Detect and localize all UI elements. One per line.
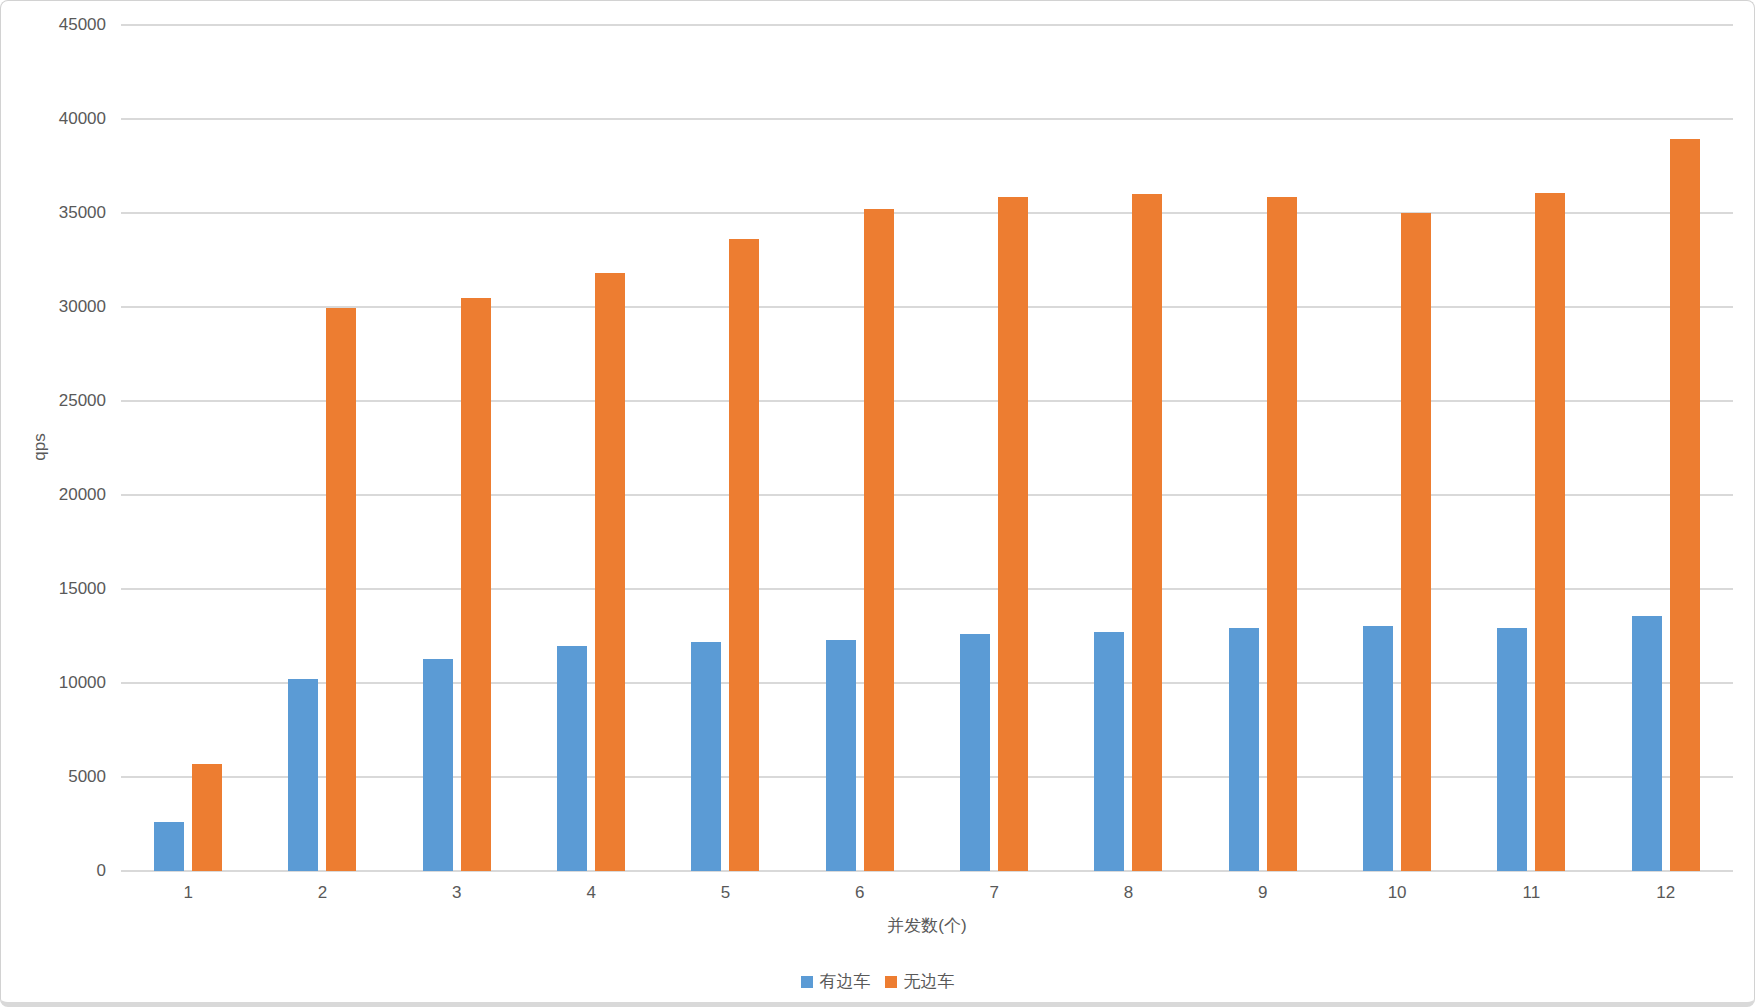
bar-series2-cat10: [1401, 213, 1431, 871]
x-tick-label-1: 1: [121, 883, 255, 903]
series1-swatch-icon: [801, 976, 813, 988]
category-group-2: [255, 25, 389, 871]
x-tick-label-6: 6: [793, 883, 927, 903]
bar-series2-cat5: [729, 239, 759, 871]
legend-label-series2: 无边车: [904, 970, 955, 993]
series2-swatch-icon: [885, 976, 897, 988]
category-group-11: [1464, 25, 1598, 871]
y-tick-label-40000: 40000: [1, 108, 106, 130]
x-axis-title: 并发数(个): [121, 914, 1733, 937]
chart-canvas: 0 5000 10000 15000 20000 25000 30000 35000 40000…: [0, 0, 1755, 1007]
x-tick-label-7: 7: [927, 883, 1061, 903]
bar-series1-cat2: [288, 679, 318, 871]
legend: 有边车 无边车: [1, 970, 1754, 993]
bar-series2-cat6: [864, 209, 894, 871]
legend-item-series1: 有边车: [801, 970, 871, 993]
y-axis-title: qps: [30, 433, 50, 460]
x-tick-label-3: 3: [390, 883, 524, 903]
category-group-5: [658, 25, 792, 871]
bar-series1-cat11: [1497, 628, 1527, 871]
bar-series1-cat3: [423, 659, 453, 871]
bar-series2-cat12: [1670, 139, 1700, 871]
category-group-7: [927, 25, 1061, 871]
bar-series1-cat5: [691, 642, 721, 871]
bar-series2-cat2: [326, 308, 356, 871]
x-tick-label-4: 4: [524, 883, 658, 903]
bar-series2-cat1: [192, 764, 222, 871]
plot-area: [121, 25, 1733, 871]
y-tick-label-35000: 35000: [1, 202, 106, 224]
bar-series1-cat10: [1363, 626, 1393, 871]
x-tick-label-5: 5: [658, 883, 792, 903]
category-group-4: [524, 25, 658, 871]
y-tick-label-0: 0: [1, 860, 106, 882]
x-tick-label-10: 10: [1330, 883, 1464, 903]
bar-series2-cat7: [998, 197, 1028, 871]
bar-series2-cat9: [1267, 197, 1297, 871]
y-tick-label-45000: 45000: [1, 14, 106, 36]
y-tick-label-15000: 15000: [1, 578, 106, 600]
category-group-1: [121, 25, 255, 871]
y-tick-label-25000: 25000: [1, 390, 106, 412]
y-tick-label-20000: 20000: [1, 484, 106, 506]
legend-item-series2: 无边车: [885, 970, 955, 993]
bar-series1-cat1: [154, 822, 184, 871]
y-tick-label-10000: 10000: [1, 672, 106, 694]
legend-label-series1: 有边车: [820, 970, 871, 993]
bar-series1-cat9: [1229, 628, 1259, 871]
x-tick-label-11: 11: [1464, 883, 1598, 903]
x-axis-labels: 123456789101112: [121, 883, 1733, 903]
bar-series1-cat7: [960, 634, 990, 871]
bar-series2-cat8: [1132, 194, 1162, 871]
y-tick-label-30000: 30000: [1, 296, 106, 318]
bar-series2-cat11: [1535, 193, 1565, 871]
x-tick-label-12: 12: [1599, 883, 1733, 903]
bar-series1-cat4: [557, 646, 587, 871]
category-group-9: [1196, 25, 1330, 871]
category-group-6: [793, 25, 927, 871]
bar-series2-cat3: [461, 298, 491, 871]
bar-series2-cat4: [595, 273, 625, 871]
category-group-3: [390, 25, 524, 871]
bar-series1-cat12: [1632, 616, 1662, 871]
category-group-8: [1061, 25, 1195, 871]
y-tick-label-5000: 5000: [1, 766, 106, 788]
category-group-10: [1330, 25, 1464, 871]
bars-layer: [121, 25, 1733, 871]
category-group-12: [1599, 25, 1733, 871]
x-tick-label-8: 8: [1061, 883, 1195, 903]
bar-series1-cat8: [1094, 632, 1124, 871]
x-tick-label-2: 2: [255, 883, 389, 903]
x-tick-label-9: 9: [1196, 883, 1330, 903]
bar-series1-cat6: [826, 640, 856, 871]
